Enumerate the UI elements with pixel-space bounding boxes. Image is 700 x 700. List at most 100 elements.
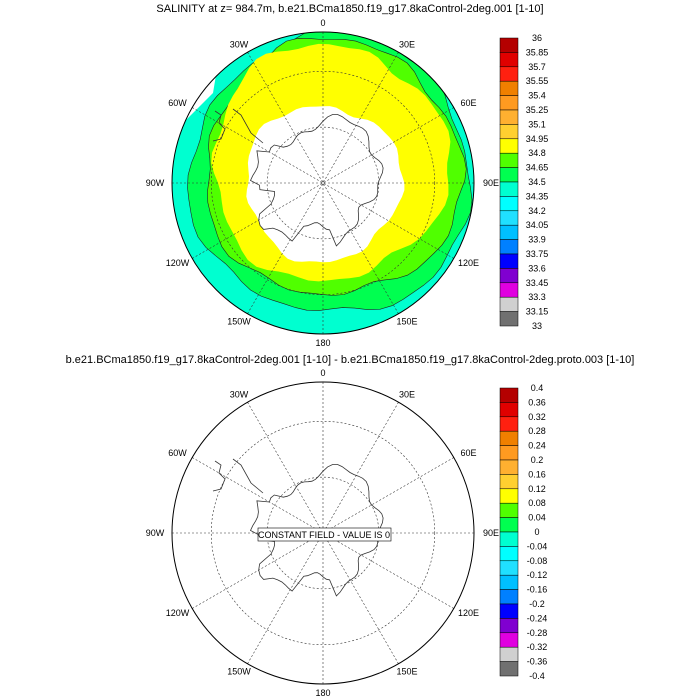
longitude-label: 0 [320,18,325,28]
longitude-label: 30W [230,389,249,399]
antarctic-peninsula [232,458,264,494]
colorbar-box [499,632,519,648]
colorbar-label: 35.4 [528,91,546,101]
south-america-coastline [212,110,226,142]
antarctic-peninsula [232,108,264,144]
colorbar-label: -0.32 [527,642,548,652]
colorbar-box [499,239,519,255]
colorbar-box [499,109,519,125]
longitude-label: 150W [227,667,251,677]
longitude-label: 120W [166,258,190,268]
map-border [171,31,475,335]
colorbar-label: 34.2 [528,206,546,216]
colorbar-label: 33.45 [526,278,549,288]
colorbar-box [499,311,519,327]
south-america-coastline [212,460,226,492]
longitude-label: 150E [396,667,417,677]
colorbar-box [499,589,519,605]
colorbar-box [499,430,519,446]
map-border [171,381,475,685]
colorbar-box [499,402,519,418]
colorbar-box [499,387,519,403]
colorbar-label: 0.08 [528,498,546,508]
longitude-label: 30W [230,39,249,49]
colorbar-box [499,37,519,53]
colorbar-label: 0.04 [528,513,546,523]
colorbar-label: 0.36 [528,397,546,407]
colorbar-label: 35.1 [528,119,546,129]
bottom-panel-title: b.e21.BCma1850.f19_g17.8kaControl-2deg.0… [65,354,635,366]
colorbar-box [499,181,519,197]
colorbar-label: 34.05 [526,220,549,230]
colorbar-box [499,574,519,590]
colorbar-box [499,459,519,475]
colorbar-label: 35.25 [526,105,549,115]
colorbar-box [499,603,519,619]
longitude-label: 60E [460,98,476,108]
colorbar-label: 0.4 [531,383,544,393]
longitude-label: 180 [315,688,330,698]
colorbar-box [499,646,519,662]
colorbar-box [499,268,519,284]
colorbar-box [499,253,519,269]
colorbar-box [499,296,519,312]
colorbar-box [499,152,519,168]
colorbar-label: 33 [532,321,542,331]
colorbar-label: 36 [532,33,542,43]
colorbar-label: -0.24 [527,613,548,623]
salinity-map: 0 30E 60E 90E 120E 150E 180 150W 120W 90W 60W 30W 36… [146,18,549,348]
longitude-label: 60W [168,448,187,458]
colorbar-label: -0.36 [527,657,548,667]
colorbar-label: -0.2 [529,599,545,609]
longitude-label: 120E [458,608,479,618]
colorbar-box [499,80,519,96]
colorbar-label: 34.35 [526,191,549,201]
colorbar-box [499,517,519,533]
colorbar-label: -0.12 [527,570,548,580]
colorbar-label: -0.08 [527,556,548,566]
longitude-label: 90E [483,528,499,538]
colorbar-box [499,95,519,111]
colorbar-label: 0.16 [528,469,546,479]
colorbar-box [499,560,519,576]
longitude-label: 120W [166,608,190,618]
colorbar-box [499,167,519,183]
difference-map: 0 30E 60E 90E 120E 150E 180 150W 120W 90W 60W 30W CO… [146,368,548,698]
colorbar-box [499,210,519,226]
colorbar-box [499,618,519,634]
longitude-label: 60W [168,98,187,108]
colorbar-label: 33.9 [528,235,546,245]
latitude-circle [210,70,436,296]
colorbar-label: 35.85 [526,47,549,57]
top-panel-title: SALINITY at z= 984.7m, b.e21.BCma1850.f1… [156,3,544,15]
longitude-label: 90W [146,178,165,188]
longitude-label: 90W [146,528,165,538]
colorbar-label: 34.95 [526,134,549,144]
latitude-circle [266,126,380,240]
longitude-label: 30E [399,39,415,49]
colorbar-box [499,546,519,562]
longitude-label: 60E [460,448,476,458]
colorbar-box [499,66,519,82]
colorbar-label: 35.7 [528,62,546,72]
colorbar-box [499,196,519,212]
longitude-label: 120E [458,258,479,268]
longitude-label: 150W [227,317,251,327]
colorbar-box [499,416,519,432]
colorbar-box [499,661,519,677]
colorbar-box [499,531,519,547]
colorbar-box [499,488,519,504]
colorbar-box [499,474,519,490]
colorbar-box [499,124,519,140]
colorbar-label: 0 [534,527,539,537]
longitude-label: 30E [399,389,415,399]
colorbar-box [499,445,519,461]
colorbar-label: 35.55 [526,76,549,86]
latitude-circle [210,420,436,646]
colorbar-label: -0.4 [529,671,545,681]
colorbar-label: 33.15 [526,307,549,317]
longitude-label: 180 [315,338,330,348]
colorbar-label: 0.2 [531,455,544,465]
colorbar-label: 33.6 [528,263,546,273]
